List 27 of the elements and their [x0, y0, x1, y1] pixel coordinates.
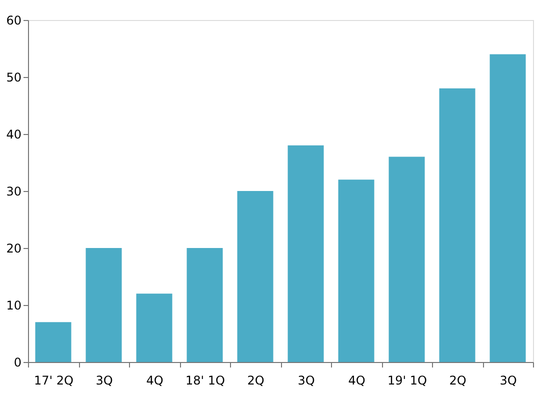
- y-tick-label: 20: [6, 242, 22, 256]
- y-tick-label: 50: [6, 70, 22, 84]
- bar: [35, 322, 72, 362]
- x-tick-label: 19' 1Q: [388, 374, 427, 388]
- x-tick-label: 4Q: [146, 374, 164, 388]
- bar: [186, 248, 223, 362]
- x-tick-label: 17' 2Q: [34, 374, 74, 388]
- y-tick-label: 30: [6, 184, 22, 198]
- x-tick-label: 4Q: [348, 374, 366, 388]
- bar: [439, 88, 476, 362]
- x-tick-label: 2Q: [247, 374, 264, 388]
- bar: [388, 156, 425, 362]
- x-tick-label: 2Q: [449, 374, 466, 388]
- y-tick-label: 40: [6, 128, 22, 142]
- y-tick-label: 10: [6, 298, 22, 312]
- bar: [136, 294, 172, 362]
- bar: [338, 180, 374, 362]
- x-tick-label: 3Q: [298, 374, 315, 388]
- y-tick-label: 60: [6, 14, 22, 28]
- y-tick-label: 0: [14, 356, 22, 370]
- x-tick-label: 3Q: [500, 374, 517, 388]
- bar: [288, 145, 324, 362]
- x-tick-label: 3Q: [96, 374, 113, 388]
- bar: [86, 248, 122, 362]
- bar: [490, 54, 526, 362]
- bar: [237, 191, 274, 362]
- x-tick-label: 18' 1Q: [186, 374, 225, 388]
